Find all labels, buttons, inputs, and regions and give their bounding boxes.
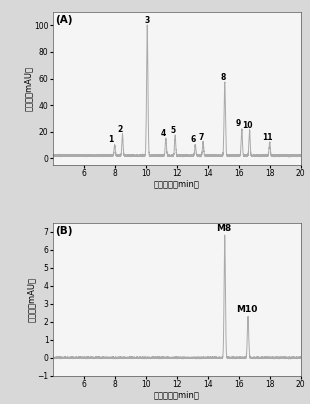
X-axis label: 保留时间（min）: 保留时间（min）	[154, 179, 200, 188]
Y-axis label: 峰面积（mAU）: 峰面积（mAU）	[27, 277, 36, 322]
Y-axis label: 峰面积（mAU）: 峰面积（mAU）	[24, 66, 33, 111]
Text: 9: 9	[236, 119, 241, 128]
Text: 1: 1	[108, 135, 113, 144]
Text: 4: 4	[161, 128, 166, 138]
Text: 8: 8	[220, 73, 226, 82]
Text: 11: 11	[262, 133, 272, 142]
Text: 2: 2	[117, 125, 123, 134]
Text: 7: 7	[198, 133, 203, 142]
Text: 5: 5	[170, 126, 175, 135]
Text: 3: 3	[145, 16, 150, 25]
Text: 10: 10	[242, 121, 252, 130]
X-axis label: 保留时间（min）: 保留时间（min）	[154, 390, 200, 399]
Text: M8: M8	[216, 224, 232, 233]
Text: 6: 6	[190, 135, 196, 144]
Text: M10: M10	[237, 305, 258, 314]
Text: (B): (B)	[55, 226, 73, 236]
Text: (A): (A)	[55, 15, 73, 25]
